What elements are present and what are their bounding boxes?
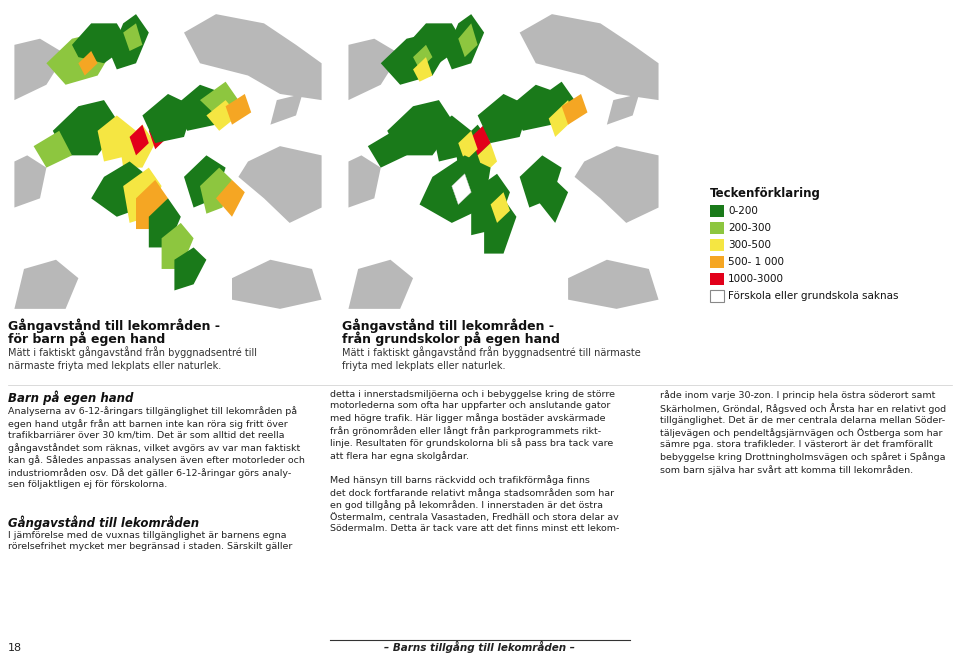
Text: Teckenförklaring: Teckenförklaring — [710, 187, 821, 200]
Text: 300-500: 300-500 — [728, 240, 771, 250]
Polygon shape — [478, 94, 529, 143]
Polygon shape — [445, 14, 484, 70]
Polygon shape — [200, 82, 238, 119]
Text: Förskola eller grundskola saknas: Förskola eller grundskola saknas — [728, 291, 899, 301]
Polygon shape — [232, 260, 322, 309]
Polygon shape — [458, 23, 478, 57]
Polygon shape — [348, 38, 400, 100]
Text: 0-200: 0-200 — [728, 206, 757, 216]
Text: – Barns tillgång till lekområden –: – Barns tillgång till lekområden – — [385, 641, 575, 653]
Polygon shape — [471, 174, 510, 235]
Text: 18: 18 — [8, 643, 22, 653]
Polygon shape — [216, 180, 245, 217]
Polygon shape — [123, 23, 142, 51]
Polygon shape — [14, 260, 79, 309]
Polygon shape — [123, 168, 161, 223]
Polygon shape — [536, 180, 568, 223]
Polygon shape — [136, 180, 168, 229]
Polygon shape — [348, 260, 413, 309]
Polygon shape — [206, 100, 238, 131]
Polygon shape — [568, 260, 659, 309]
Polygon shape — [46, 32, 110, 85]
Polygon shape — [175, 247, 206, 290]
Text: 1000-3000: 1000-3000 — [728, 274, 784, 284]
Polygon shape — [130, 125, 149, 155]
Text: detta i innerstadsmiljöerna och i bebyggelse kring de större
motorlederna som of: detta i innerstadsmiljöerna och i bebygg… — [330, 390, 619, 533]
Polygon shape — [226, 94, 252, 125]
Polygon shape — [271, 94, 302, 125]
Polygon shape — [471, 125, 491, 155]
Text: Mätt i faktiskt gångavstånd från byggnadsentré till
närmaste friyta med lekplats: Mätt i faktiskt gångavstånd från byggnad… — [8, 346, 257, 371]
Polygon shape — [562, 94, 588, 125]
Polygon shape — [161, 223, 194, 269]
Polygon shape — [607, 94, 639, 125]
Polygon shape — [14, 155, 46, 208]
Text: 500- 1 000: 500- 1 000 — [728, 257, 784, 267]
Polygon shape — [626, 168, 649, 192]
Polygon shape — [413, 57, 432, 82]
Text: Barn på egen hand: Barn på egen hand — [8, 390, 133, 404]
Polygon shape — [381, 32, 445, 85]
Polygon shape — [458, 131, 478, 162]
Text: Gångavstånd till lekområden: Gångavstånd till lekområden — [8, 515, 199, 530]
Polygon shape — [142, 94, 194, 143]
Text: Mätt i faktiskt gångavstånd från byggnadsentré till närmaste
friyta med lekplats: Mätt i faktiskt gångavstånd från byggnad… — [342, 346, 640, 371]
Polygon shape — [574, 146, 659, 223]
Bar — [342, 8, 665, 315]
Text: från grundskolor på egen hand: från grundskolor på egen hand — [342, 331, 560, 345]
Polygon shape — [290, 168, 312, 192]
Polygon shape — [98, 115, 136, 162]
Polygon shape — [420, 155, 491, 223]
Bar — [710, 290, 724, 302]
Polygon shape — [452, 174, 471, 204]
Polygon shape — [491, 192, 510, 223]
Bar — [710, 256, 724, 268]
Bar — [710, 273, 724, 285]
Text: Gångavstånd till lekområden -: Gångavstånd till lekområden - — [342, 318, 554, 333]
Bar — [710, 222, 724, 234]
Text: 200-300: 200-300 — [728, 223, 771, 233]
Polygon shape — [432, 115, 471, 162]
Polygon shape — [149, 119, 168, 149]
Polygon shape — [200, 168, 232, 213]
Polygon shape — [184, 155, 226, 208]
Polygon shape — [478, 143, 497, 174]
Text: råde inom varje 30-zon. I princip hela östra söderort samt
Skärholmen, Gröndal, : råde inom varje 30-zon. I princip hela ö… — [660, 390, 947, 475]
Polygon shape — [536, 82, 574, 119]
Polygon shape — [91, 162, 149, 217]
Polygon shape — [549, 100, 574, 137]
Polygon shape — [519, 155, 562, 208]
Bar — [710, 205, 724, 217]
Polygon shape — [238, 146, 322, 223]
Polygon shape — [484, 198, 516, 254]
Polygon shape — [14, 38, 65, 100]
Polygon shape — [368, 131, 407, 168]
Bar — [8, 8, 328, 315]
Polygon shape — [34, 131, 72, 168]
Polygon shape — [149, 198, 180, 247]
Polygon shape — [184, 14, 322, 100]
Text: I jämförelse med de vuxnas tillgänglighet är barnens egna
rörelsefrihet mycket m: I jämförelse med de vuxnas tillgänglighe… — [8, 531, 293, 552]
Polygon shape — [175, 85, 226, 131]
Polygon shape — [348, 155, 381, 208]
Polygon shape — [387, 100, 455, 155]
Text: Analyserna av 6-12-åringars tillgänglighet till lekområden på
egen hand utgår fr: Analyserna av 6-12-åringars tillgängligh… — [8, 406, 305, 489]
Bar — [710, 239, 724, 251]
Polygon shape — [455, 125, 491, 168]
Polygon shape — [407, 23, 465, 63]
Polygon shape — [110, 14, 149, 70]
Text: för barn på egen hand: för barn på egen hand — [8, 331, 165, 345]
Polygon shape — [413, 45, 432, 70]
Polygon shape — [72, 23, 130, 63]
Polygon shape — [519, 14, 659, 100]
Polygon shape — [79, 51, 98, 76]
Polygon shape — [53, 100, 120, 155]
Polygon shape — [120, 125, 156, 168]
Text: Gångavstånd till lekområden -: Gångavstånd till lekområden - — [8, 318, 220, 333]
Polygon shape — [510, 85, 562, 131]
